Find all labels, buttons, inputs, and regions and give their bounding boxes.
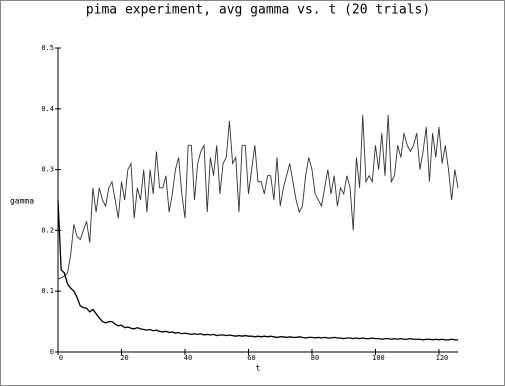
y-tick-label: 0.2 (41, 226, 54, 234)
y-tick-label: 0.4 (41, 105, 54, 113)
y-tick-label: 0.5 (41, 44, 54, 52)
y-tick-label: 0.1 (41, 287, 54, 295)
y-axis-label: gamma (10, 197, 34, 206)
y-tick-label: 0 (50, 348, 54, 356)
y-tick-label: 0.3 (41, 166, 54, 174)
x-tick-label: 0 (59, 354, 63, 362)
x-tick-label: 20 (120, 354, 128, 362)
x-axis-label: t (256, 364, 261, 373)
series-line (57, 199, 458, 341)
x-tick-label: 60 (247, 354, 255, 362)
chart-title: pima experiment, avg gamma vs. t (20 tri… (86, 3, 430, 18)
x-tick-label: 100 (372, 354, 385, 362)
series-line (57, 114, 459, 280)
x-tick-label: 40 (184, 354, 192, 362)
x-tick-label: 80 (311, 354, 319, 362)
x-tick-label: 120 (436, 354, 449, 362)
